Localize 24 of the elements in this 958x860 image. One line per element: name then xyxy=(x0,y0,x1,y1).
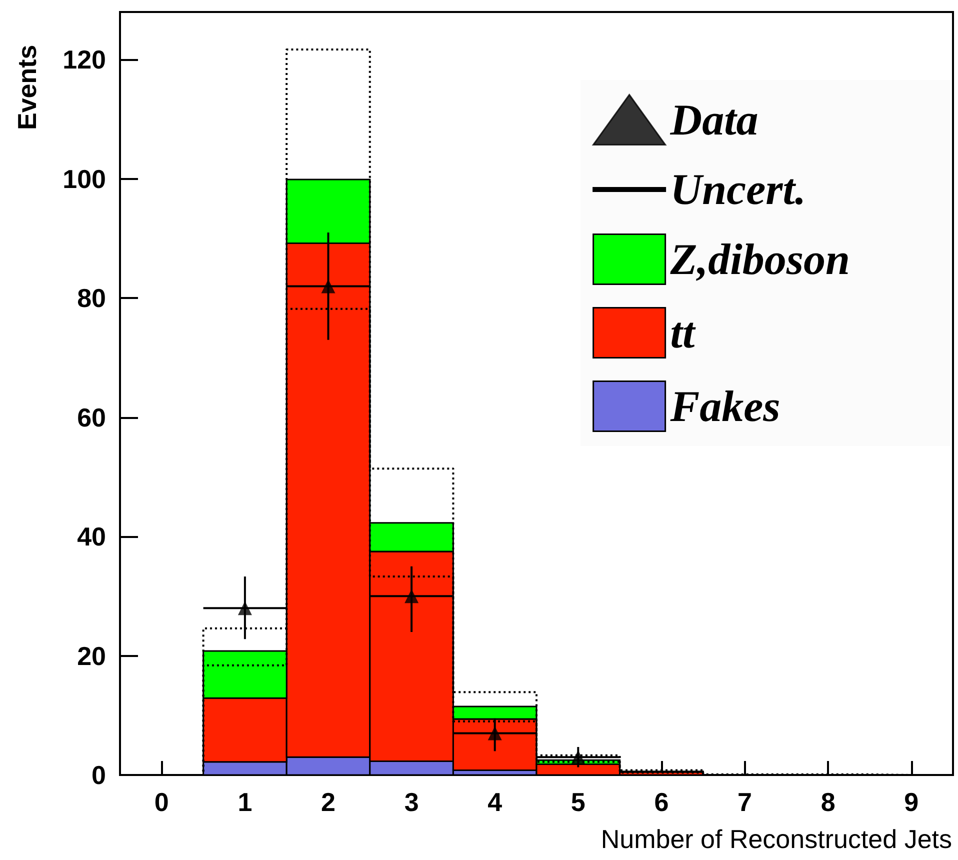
y-tick-label: 100 xyxy=(62,164,106,194)
y-tick-label: 40 xyxy=(77,522,106,552)
x-tick-label: 3 xyxy=(404,787,419,817)
y-tick-label: 0 xyxy=(92,760,106,790)
legend-label: Fakes xyxy=(669,382,780,431)
y-axis-title: Events xyxy=(12,44,42,130)
x-tick-label: 7 xyxy=(738,787,752,817)
y-tick-label: 80 xyxy=(77,283,106,314)
y-tick-label: 120 xyxy=(62,44,106,75)
y-tick-label: 60 xyxy=(77,402,106,432)
x-tick-label: 4 xyxy=(488,787,503,817)
legend-label: Uncert. xyxy=(670,165,806,214)
x-tick-label: 6 xyxy=(654,787,669,817)
x-tick-label: 8 xyxy=(820,787,836,817)
x-tick-label: 5 xyxy=(570,787,586,817)
x-axis-title: Number of Reconstructed Jets xyxy=(600,824,952,854)
x-tick-label: 9 xyxy=(904,787,919,817)
y-tick-label: 20 xyxy=(77,640,106,671)
x-tick-label: 1 xyxy=(238,787,252,817)
legend-label: Data xyxy=(669,95,758,144)
x-tick-label: 2 xyxy=(321,787,336,817)
legend-label: tt xyxy=(670,308,697,358)
x-tick-label: 0 xyxy=(154,787,169,817)
legend-label: Z,diboson xyxy=(669,234,850,284)
